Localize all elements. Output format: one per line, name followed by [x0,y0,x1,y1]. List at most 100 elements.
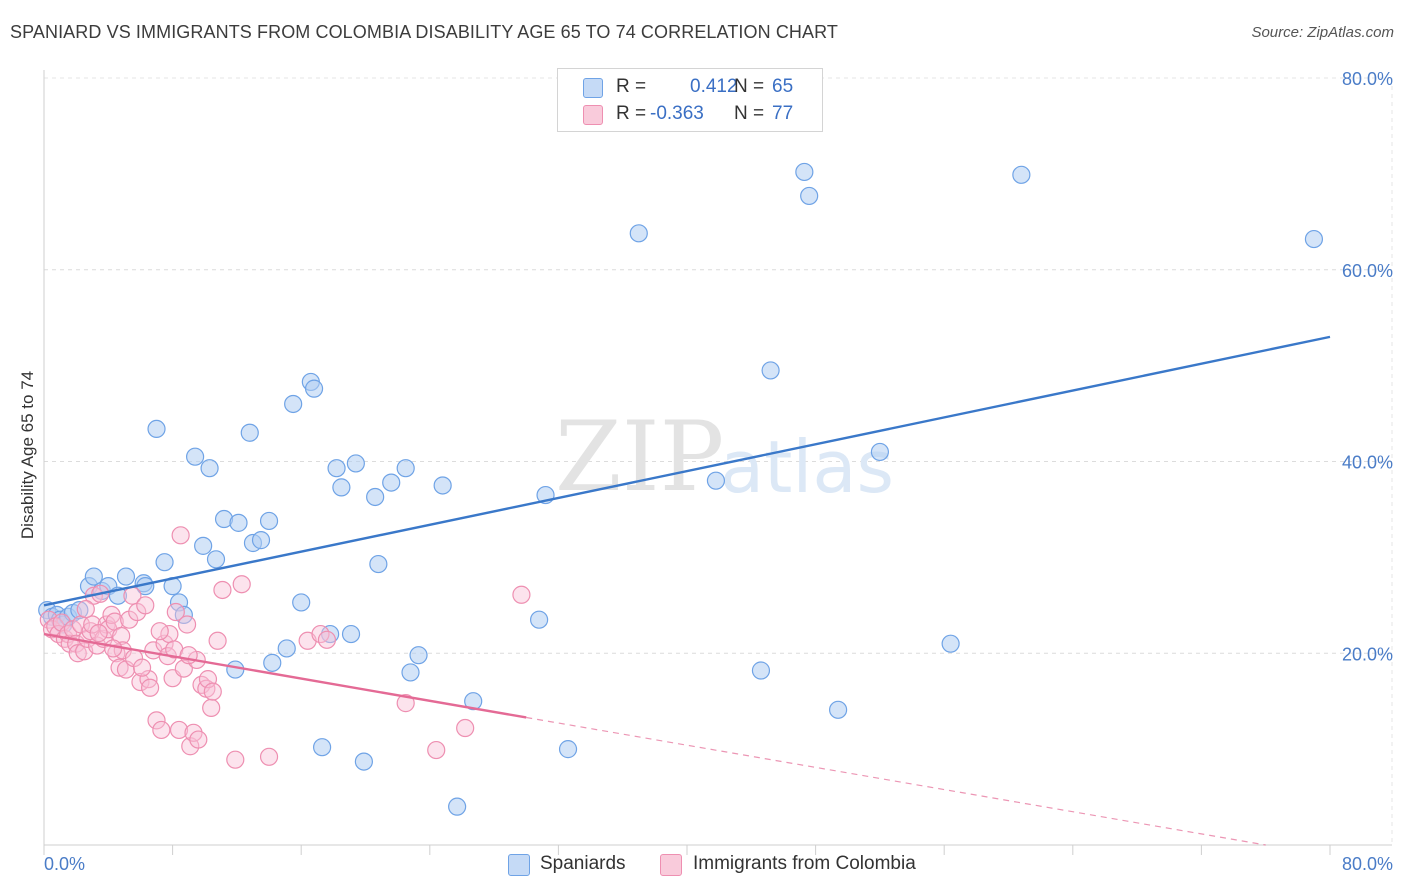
spaniards-point [1304,229,1324,249]
spaniards-point [346,454,365,473]
colombia-point [89,624,108,643]
colombia-point [110,658,129,677]
spaniards-trend-line [43,335,1331,607]
x-tick-label: 80.0% [1342,854,1393,874]
colombia-point [132,658,152,677]
spaniards-point [321,624,340,644]
legend-row-colombia: R = -0.363 N = 77 [558,101,822,127]
spaniards-point [366,487,385,507]
spaniards-point [369,554,388,574]
spaniards-point [464,692,483,711]
spaniards-point [382,473,401,492]
colombia-point [68,644,87,663]
colombia-point [171,526,190,545]
legend-n-label: N = [734,76,765,97]
colombia-point [396,694,415,713]
bottom-legend-swatch-colombia [660,854,682,876]
colombia-point [147,711,166,730]
tick-labels: 20.0% 40.0% 60.0% 80.0% 0.0% 80.0% [44,69,1393,874]
colombia-point [317,630,337,649]
axes [43,70,1392,855]
colombia-point [140,678,160,697]
spaniards-point [194,536,213,555]
legend-r-label: R = [616,76,647,97]
colombia-trend-extension [526,716,1266,846]
spaniards-point [155,553,174,572]
spaniards-point [292,593,311,612]
colombia-point [150,622,169,641]
colombia-trend-line [43,632,527,719]
legend-swatch-colombia [583,105,603,125]
spaniards-point [277,639,296,658]
spaniards-point [251,531,271,550]
trend-lines [43,335,1331,846]
colombia-point [512,585,531,604]
spaniards-point [240,423,259,442]
spaniards-point [70,601,89,620]
chart-title: SPANIARD VS IMMIGRANTS FROM COLOMBIA DIS… [10,22,838,42]
x-tick-label: 0.0% [44,854,85,874]
spaniards-point [304,379,324,398]
spaniards-point [327,459,346,478]
colombia-point [208,631,227,650]
spaniards-point [706,471,726,490]
colombia-point [152,720,171,740]
legend-row-spaniards: R = 0.412 N = 65 [558,74,822,100]
watermark: ZIP atlas [555,401,894,513]
legend-n-value: 77 [772,103,794,124]
spaniards-point [263,653,282,672]
colombia-point [232,575,251,594]
legend-r-label: R = [616,103,647,124]
colombia-point [203,682,222,701]
spaniards-point [116,567,136,586]
colombia-point [76,600,95,619]
colombia-point [174,659,193,678]
spaniards-point [284,394,303,414]
spaniards-point [200,459,219,478]
spaniards-point [751,661,771,680]
legend-r-value: 0.412 [690,76,738,97]
spaniards-point [84,567,103,586]
colombia-point [427,740,446,760]
spaniards-point [332,478,351,497]
watermark-zip: ZIP [555,401,724,513]
y-axis-label: Disability Age 65 to 74 [18,371,37,539]
colombia-point [104,639,123,658]
spaniards-point [761,361,780,380]
spaniards-point [312,738,332,757]
correlation-legend: R = 0.412 N = 65 R = -0.363 N = 77 [557,68,823,132]
colombia-point [456,718,475,738]
spaniards-point [829,700,848,719]
colombia-point [136,596,155,615]
colombia-point [166,602,185,622]
colombia-point [189,730,208,749]
spaniards-point [147,419,166,439]
spaniards-point [409,646,428,665]
spaniards-point [795,162,814,182]
colombia-point [177,615,197,634]
watermark-atlas: atlas [720,425,894,509]
spaniards-point [870,442,890,462]
colombia-point [202,698,221,717]
spaniards-point [629,224,648,243]
spaniards-point [558,740,578,759]
y-tick-label: 80.0% [1342,69,1393,89]
bottom-legend-label-colombia: Immigrants from Colombia [693,853,916,874]
y-tick-label: 20.0% [1342,644,1393,664]
legend-r-value: -0.363 [650,103,704,124]
legend-n-value: 65 [772,76,794,97]
spaniards-point [259,511,279,531]
spaniards-point [186,447,205,466]
spaniards-point [941,634,960,653]
spaniards-point [226,660,245,679]
colombia-point [226,750,245,769]
spaniards-point [530,610,549,629]
spaniards-point [433,476,452,495]
colombia-point [213,580,232,600]
source-label: Source: ZipAtlas.com [1251,24,1394,41]
spaniards-point [206,550,226,569]
spaniards-point [401,663,420,682]
spaniards-point [354,752,373,771]
spaniards-point [448,797,467,816]
